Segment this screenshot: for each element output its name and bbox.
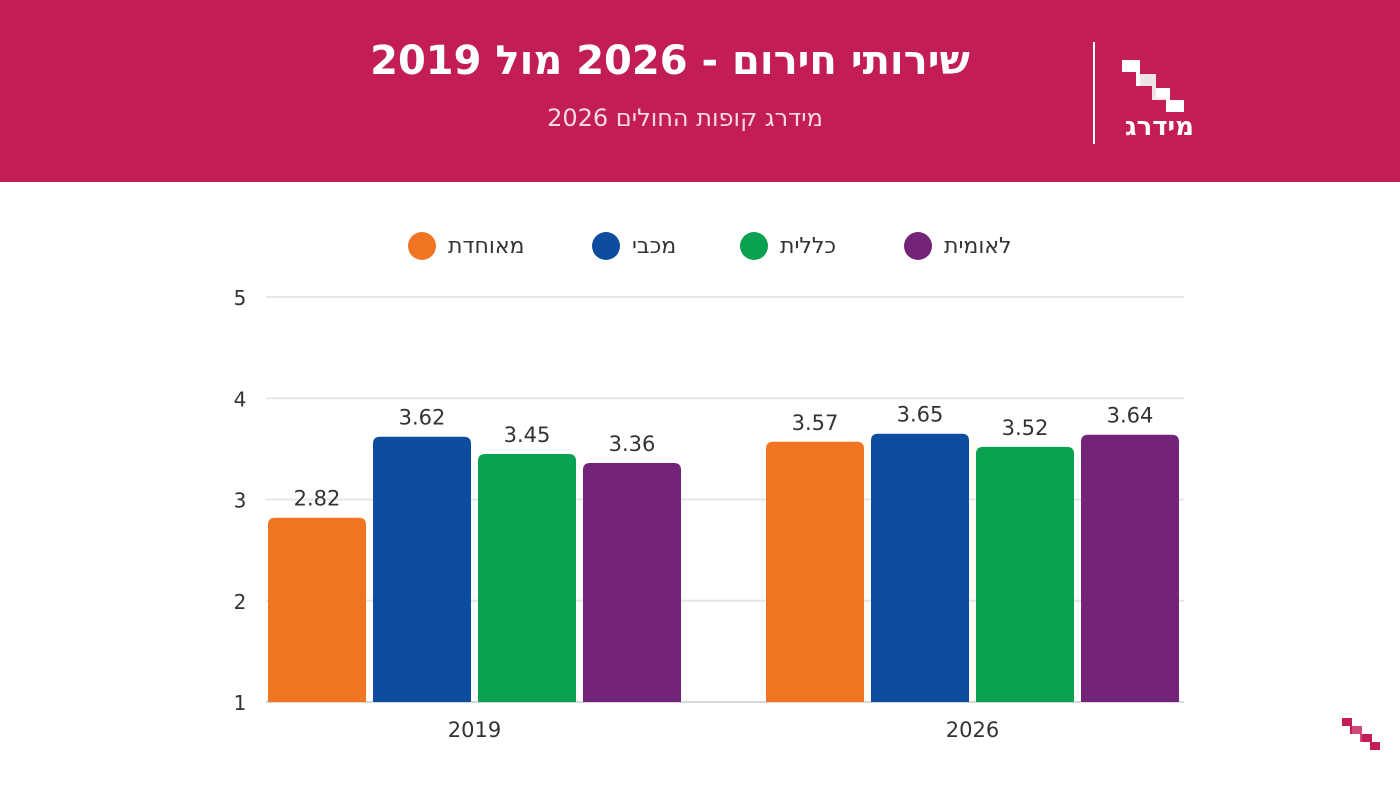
bar-chart: 1 2 3 4 5 2.82 3.62 3.45 3.36 2019 3.57 3.65 3.52 3.6… bbox=[234, 286, 1184, 742]
data-label: 2.82 bbox=[294, 487, 341, 511]
y-tick-label: 1 bbox=[234, 691, 247, 715]
bar bbox=[871, 433, 969, 702]
bar bbox=[1081, 434, 1179, 702]
legend-label: לאומית bbox=[944, 233, 1012, 259]
data-label: 3.65 bbox=[897, 403, 944, 427]
legend-item-maccabi: מכבי bbox=[592, 228, 676, 264]
legend-swatch bbox=[408, 232, 436, 260]
data-label: 3.57 bbox=[792, 411, 839, 435]
data-label: 3.64 bbox=[1107, 404, 1154, 428]
y-tick-label: 4 bbox=[234, 387, 247, 411]
legend-item-clalit: כללית bbox=[740, 228, 836, 264]
legend-swatch bbox=[592, 232, 620, 260]
legend-swatch bbox=[904, 232, 932, 260]
data-label: 3.52 bbox=[1002, 416, 1049, 440]
legend-item-leumit: לאומית bbox=[904, 228, 1012, 264]
x-tick-label: 2026 bbox=[946, 718, 999, 742]
x-tick-label: 2019 bbox=[448, 718, 501, 742]
legend-label: מאוחדת bbox=[448, 233, 525, 259]
bar bbox=[268, 517, 366, 702]
page-title: שירותי חירום - 2026 מול 2019 bbox=[370, 38, 970, 84]
data-label: 3.36 bbox=[609, 432, 656, 456]
bar bbox=[583, 463, 681, 702]
legend-label: מכבי bbox=[632, 233, 677, 259]
legend-swatch bbox=[740, 232, 768, 260]
logo-divider bbox=[1093, 42, 1095, 144]
y-tick-label: 2 bbox=[234, 590, 247, 614]
bar bbox=[976, 446, 1074, 702]
legend-label: כללית bbox=[780, 233, 837, 259]
data-label: 3.45 bbox=[504, 423, 551, 447]
bar bbox=[373, 436, 471, 702]
page-subtitle: מידרג קופות החולים 2026 bbox=[547, 104, 823, 132]
logo-text: מידרג bbox=[1124, 112, 1194, 142]
y-tick-label: 5 bbox=[234, 286, 247, 310]
y-tick-label: 3 bbox=[234, 489, 247, 513]
chart-legend: מאוחדת מכבי כללית לאומית bbox=[0, 228, 1400, 264]
header-banner: שירותי חירום - 2026 מול 2019 מידרג קופות… bbox=[0, 0, 1400, 182]
legend-item-meuhedet: מאוחדת bbox=[408, 228, 524, 264]
midrag-logo-icon bbox=[1122, 60, 1184, 112]
bar bbox=[766, 441, 864, 702]
bar bbox=[478, 453, 576, 702]
data-label: 3.62 bbox=[399, 406, 446, 430]
corner-logo-icon bbox=[1342, 718, 1380, 750]
